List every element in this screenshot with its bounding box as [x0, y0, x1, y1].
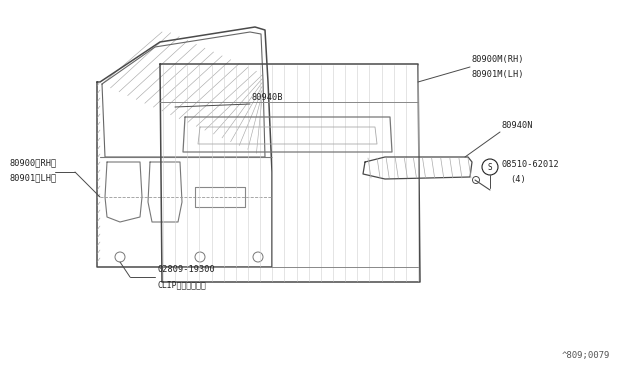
Text: 80901（LH）: 80901（LH） [10, 173, 57, 182]
Text: CLIPクリップ⑥③: CLIPクリップ⑥③ [158, 280, 207, 289]
Text: 80940N: 80940N [502, 121, 534, 130]
Text: 80900M(RH): 80900M(RH) [472, 55, 525, 64]
Text: (4): (4) [510, 174, 525, 183]
Text: 80940B: 80940B [252, 93, 284, 102]
Text: ^809;0079: ^809;0079 [562, 351, 610, 360]
Text: S: S [488, 163, 492, 171]
Text: 02809-19300: 02809-19300 [158, 265, 216, 274]
Text: 08510-62012: 08510-62012 [502, 160, 560, 169]
Text: 80901M(LH): 80901M(LH) [472, 70, 525, 79]
Text: 80900（RH）: 80900（RH） [10, 158, 57, 167]
